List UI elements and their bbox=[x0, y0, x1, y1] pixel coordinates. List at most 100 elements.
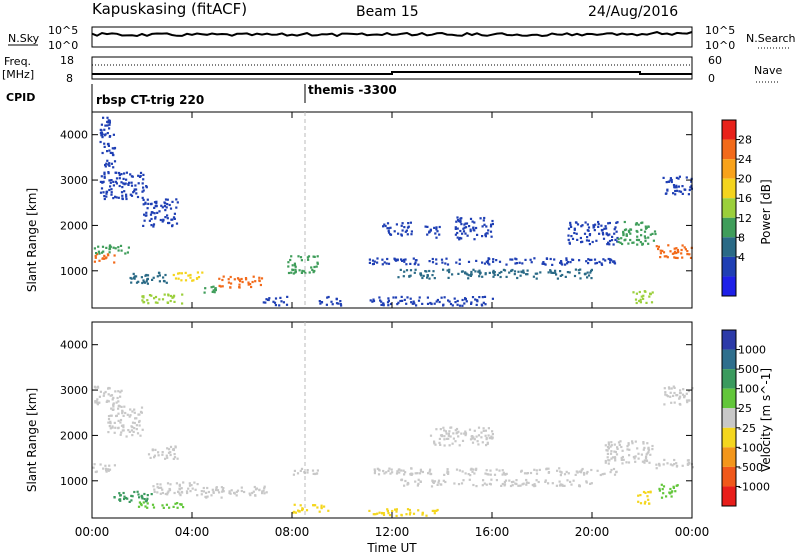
power-pixel bbox=[573, 274, 577, 278]
power-pixel bbox=[123, 183, 126, 186]
power-pixel bbox=[470, 301, 473, 304]
nsearch-tick-top: 10^5 bbox=[705, 24, 735, 37]
nsky-panel: N.Sky 10^5 10^0 10^5 10^0 N.Search bbox=[8, 24, 796, 52]
colorbar-swatch bbox=[722, 408, 736, 428]
velocity-pixel bbox=[436, 483, 439, 486]
power-pixel bbox=[125, 171, 128, 174]
x-tick-label: 20:00 bbox=[575, 525, 610, 539]
power-pixel bbox=[634, 223, 638, 226]
velocity-pixel bbox=[503, 480, 506, 484]
power-pixel bbox=[142, 186, 145, 189]
power-pixel bbox=[144, 201, 147, 204]
power-pixel bbox=[158, 210, 161, 213]
power-pixel bbox=[412, 300, 415, 303]
velocity-pixel bbox=[460, 432, 463, 435]
velocity-pixel bbox=[130, 429, 133, 432]
power-pixel bbox=[529, 258, 532, 261]
power-pixel bbox=[315, 265, 318, 268]
power-pixel bbox=[473, 221, 476, 224]
power-pixel bbox=[488, 271, 491, 274]
velocity-pixel bbox=[102, 394, 105, 397]
power-pixel bbox=[161, 298, 165, 301]
power-pixel bbox=[218, 284, 221, 287]
power-pixel bbox=[141, 196, 144, 199]
power-pixel bbox=[475, 226, 478, 230]
power-pixel bbox=[311, 268, 314, 271]
power-pixel bbox=[465, 222, 469, 225]
power-pixel bbox=[532, 275, 535, 278]
velocity-pixel bbox=[471, 435, 474, 438]
power-pixel bbox=[108, 119, 111, 122]
velocity-pixel bbox=[262, 489, 265, 492]
power-pixel bbox=[132, 272, 135, 275]
power-pixel bbox=[441, 261, 444, 264]
power-pixel bbox=[124, 182, 127, 185]
velocity-pixel bbox=[644, 456, 648, 460]
power-pixel bbox=[273, 301, 277, 304]
velocity-pixel bbox=[464, 434, 467, 437]
power-pixel bbox=[115, 171, 118, 174]
power-pixel bbox=[677, 251, 680, 254]
power-pixel bbox=[101, 181, 104, 184]
velocity-pixel bbox=[128, 500, 131, 503]
velocity-pixel bbox=[501, 482, 504, 486]
velocity-pixel bbox=[166, 482, 170, 485]
velocity-pixel bbox=[663, 458, 666, 461]
power-pixel bbox=[593, 229, 596, 232]
velocity-pixel bbox=[477, 443, 480, 446]
velocity-pixel bbox=[467, 473, 470, 476]
velocity-pixel bbox=[662, 463, 665, 466]
power-pixel bbox=[425, 270, 428, 273]
velocity-pixel bbox=[489, 469, 492, 472]
power-pixel bbox=[554, 271, 557, 274]
velocity-pixel bbox=[228, 490, 231, 493]
velocity-pixel bbox=[120, 389, 123, 392]
power-pixel bbox=[426, 233, 429, 236]
velocity-pixel bbox=[668, 491, 671, 494]
y-tick-label: 2000 bbox=[60, 219, 88, 232]
power-pixel bbox=[100, 129, 103, 132]
power-pixel bbox=[598, 232, 601, 235]
power-pixel bbox=[399, 268, 402, 271]
power-pixel bbox=[623, 228, 627, 232]
velocity-pixel bbox=[174, 502, 177, 505]
velocity-pixel bbox=[112, 396, 115, 399]
velocity-pixel bbox=[469, 474, 472, 477]
velocity-pixel bbox=[495, 468, 498, 471]
power-pixel bbox=[158, 298, 161, 301]
power-pixel bbox=[609, 261, 612, 264]
velocity-pixel bbox=[110, 394, 114, 397]
power-pixel bbox=[436, 298, 439, 302]
power-pixel bbox=[609, 258, 612, 261]
power-pixel bbox=[108, 247, 112, 250]
power-pixel bbox=[635, 301, 638, 305]
power-pixel bbox=[139, 171, 143, 174]
power-pixel bbox=[543, 262, 546, 265]
velocity-pixel bbox=[185, 490, 189, 493]
velocity-pixel bbox=[395, 510, 398, 513]
power-pixel bbox=[580, 225, 583, 228]
x-axis-label: Time UT bbox=[366, 541, 417, 554]
velocity-pixel bbox=[483, 482, 486, 485]
velocity-pixel bbox=[305, 509, 309, 512]
velocity-pixel bbox=[658, 489, 661, 492]
velocity-pixel bbox=[685, 392, 688, 395]
power-pixel bbox=[406, 296, 409, 299]
velocity-pixel bbox=[447, 472, 450, 475]
velocity-pixel bbox=[648, 502, 651, 505]
colorbar-swatch bbox=[722, 178, 736, 199]
power-pixel bbox=[111, 151, 114, 155]
power-pixel bbox=[392, 296, 395, 299]
power-pixel bbox=[112, 184, 115, 187]
power-pixel bbox=[472, 226, 475, 229]
power-pixel bbox=[137, 182, 140, 185]
velocity-pixel bbox=[386, 508, 389, 511]
power-pixel bbox=[491, 219, 494, 223]
power-pixel bbox=[539, 271, 542, 274]
velocity-pixel bbox=[105, 470, 108, 473]
power-pixel bbox=[239, 280, 242, 283]
power-pixel bbox=[101, 245, 105, 248]
power-pixel bbox=[515, 262, 519, 265]
velocity-pixel bbox=[166, 491, 169, 494]
power-pixel bbox=[414, 259, 417, 262]
